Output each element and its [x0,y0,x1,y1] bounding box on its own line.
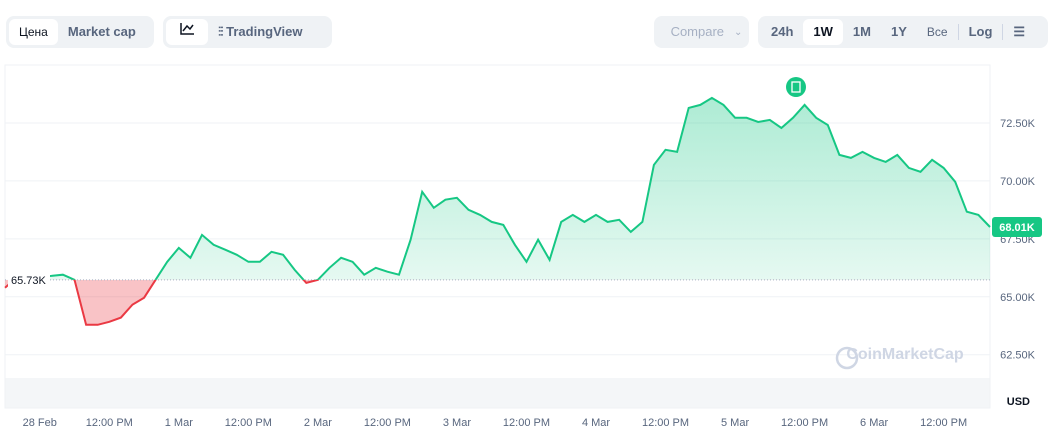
tradingview-label: TradingView [226,24,303,39]
view-group: ⫶⫶ TradingView [163,16,332,48]
compare[interactable]: Compare ⌄ [654,16,749,48]
x-tick-label: 12:00 PM [225,417,272,427]
tab[interactable]: Цена [9,19,58,45]
price-line-up [12,96,991,280]
area-up [14,97,990,280]
range[interactable]: 24h [771,24,794,39]
range[interactable]: 1Y [890,24,907,39]
range[interactable]: 1W [803,19,843,45]
watermark-logo [835,346,859,370]
y-tick-label: 72.50K [1000,118,1036,130]
x-tick-label: 12:00 PM [364,417,411,427]
y-unit: USD [1007,396,1030,408]
baseline-label-bg [8,271,50,287]
compare-label: Compare [670,24,725,39]
line-view[interactable] [166,19,208,45]
range[interactable]: 1M [852,24,871,39]
news-icon[interactable] [786,77,806,97]
x-tick-label: 1 Mar [165,417,193,427]
last-price-tag [992,216,1042,237]
y-tick-label: 65.00K [1000,292,1036,304]
area-down [5,279,990,325]
watermark: CoinMarketCap [846,346,964,363]
x-tick-label: 3 Mar [443,417,471,427]
x-tick-label: 12:00 PM [86,417,133,427]
x-tick-label: 12:00 PM [642,417,689,427]
x-tick-label: 4 Mar [582,417,610,427]
tradingview[interactable]: ⫶⫶ TradingView [218,24,303,39]
y-tick-label: 62.50K [1000,350,1036,362]
tab[interactable]: Market cap [67,24,136,39]
y-tick-label: 70.00K [1000,176,1036,188]
x-tick-label: 12:00 PM [503,417,550,427]
x-tick-label: 12:00 PM [781,417,828,427]
x-tick-label: 2 Mar [304,417,332,427]
x-tick-label: 12:00 PM [920,417,967,427]
range-group: 24h 1W 1M 1Y Все Log ☰ [758,16,1048,48]
news-icon-glyph [791,81,801,93]
tab-group: Цена Market cap [6,16,154,48]
log[interactable]: Log [968,24,993,39]
settings[interactable]: ☰ [1013,24,1026,39]
x-tick-label: 6 Mar [860,417,888,427]
last-price-label: 68.01K [999,222,1035,234]
baseline-label: 65.73K [11,275,47,287]
line-icon [180,23,194,35]
x-tick-label: 28 Feb [23,417,57,427]
range[interactable]: Все [926,25,948,39]
x-tick-label: 5 Mar [721,417,749,427]
volume-band [5,378,990,408]
